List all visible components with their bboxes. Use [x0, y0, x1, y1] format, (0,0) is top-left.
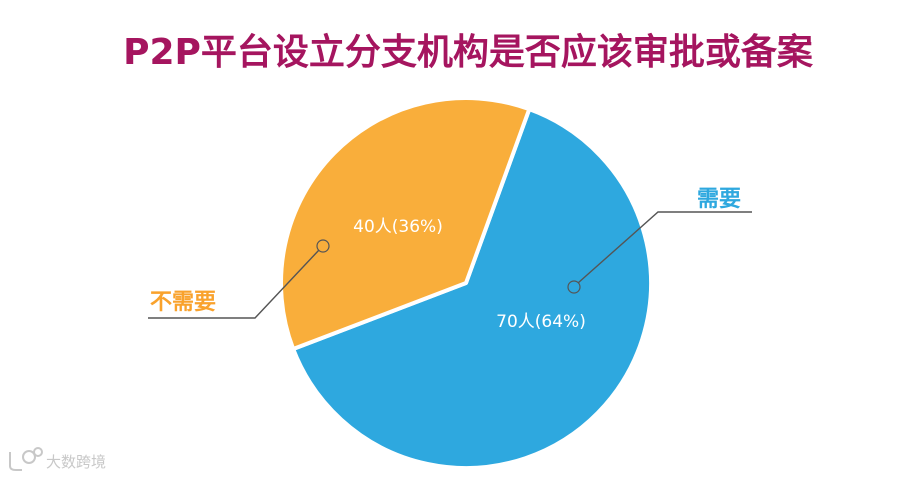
- pie-slice-noneed: [279, 96, 532, 352]
- pie-slice-need: [291, 107, 653, 471]
- leader-dot-need: [567, 280, 581, 294]
- leader-dot-noneed: [316, 239, 330, 253]
- category-label-need: 需要: [697, 187, 741, 212]
- pie-slices: [279, 96, 653, 471]
- category-label-noneed: 不需要: [150, 290, 216, 315]
- watermark-logo-icon: [9, 447, 43, 471]
- chart-title: P2P平台设立分支机构是否应该审批或备案: [123, 32, 814, 73]
- leader-line-noneed: [148, 249, 320, 319]
- leader-line-need: [577, 211, 752, 284]
- watermark-text: 大数跨境: [46, 453, 106, 471]
- data-label-noneed: 40人(36%): [353, 217, 443, 237]
- watermark: 大数跨境: [9, 447, 106, 471]
- data-label-need: 70人(64%): [496, 312, 586, 332]
